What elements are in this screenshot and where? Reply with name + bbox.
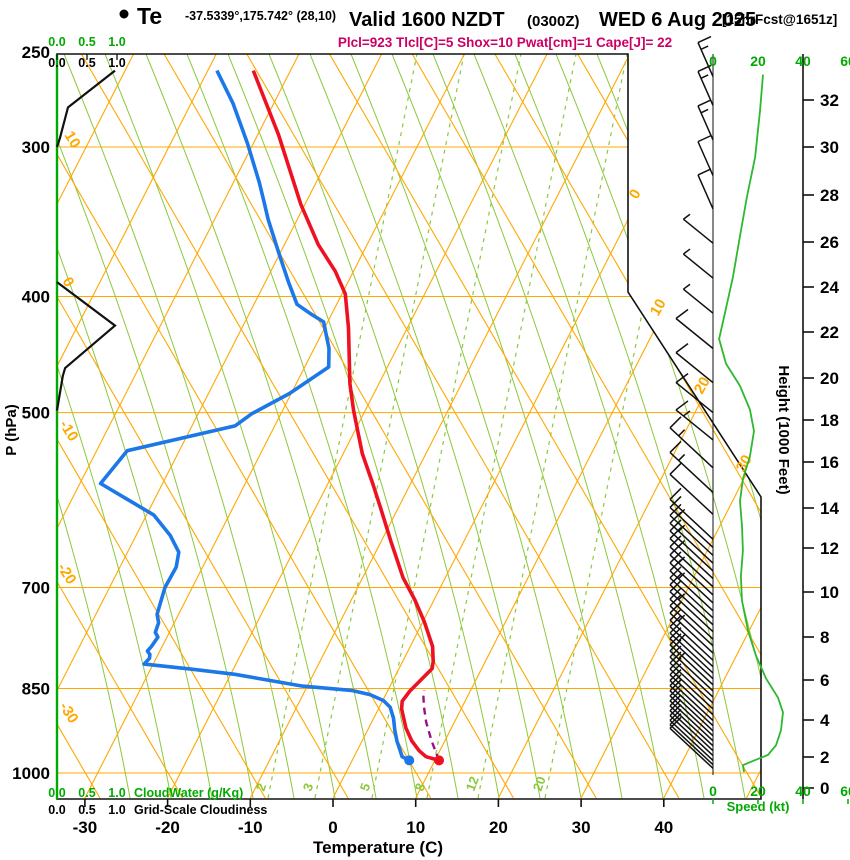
svg-text:0.0: 0.0 xyxy=(48,786,65,800)
svg-text:8: 8 xyxy=(412,781,429,793)
svg-text:20: 20 xyxy=(530,774,549,793)
speed-axis-label: Speed (kt) xyxy=(727,799,790,814)
svg-text:26: 26 xyxy=(820,233,839,252)
height-axis-label: Height (1000 Feet) xyxy=(775,365,792,494)
svg-text:1.0: 1.0 xyxy=(108,786,125,800)
svg-text:0.0: 0.0 xyxy=(48,56,65,70)
temperature-curve xyxy=(251,69,445,766)
moist-adiabat-lines xyxy=(57,54,761,799)
svg-text:0: 0 xyxy=(709,53,717,69)
svg-text:20: 20 xyxy=(750,783,766,799)
svg-text:24: 24 xyxy=(820,278,839,297)
station-name: Te xyxy=(137,3,162,29)
cloudwater-scale: 0.0 0.0 0.0 0.0 0.5 0.5 0.5 0.5 1.0 1.0 1.0 1.0 xyxy=(48,35,125,817)
isotherm-lines xyxy=(57,54,761,799)
svg-text:12: 12 xyxy=(820,539,839,558)
svg-text:1.0: 1.0 xyxy=(108,35,125,49)
svg-text:4: 4 xyxy=(820,711,830,730)
valid-date: WED 6 Aug 2025 xyxy=(599,9,756,31)
svg-text:6: 6 xyxy=(820,671,829,690)
dewpoint-curve xyxy=(98,69,415,766)
svg-text:400: 400 xyxy=(22,288,50,307)
station-coords: -37.5339°,175.742° (28,10) xyxy=(185,9,336,23)
svg-text:0.0: 0.0 xyxy=(48,803,65,817)
svg-text:5: 5 xyxy=(357,781,374,793)
cloudiness-label: Grid-Scale Cloudiness xyxy=(134,803,267,817)
stability-indices: Plcl=923 Tlcl[C]=5 Shox=10 Pwat[cm]=1 Ca… xyxy=(338,35,672,50)
svg-text:500: 500 xyxy=(22,404,50,423)
svg-text:2: 2 xyxy=(820,748,829,767)
svg-text:30: 30 xyxy=(820,138,839,157)
svg-text:-20: -20 xyxy=(155,818,180,837)
svg-text:-30: -30 xyxy=(73,818,98,837)
pressure-gridlines xyxy=(57,146,761,774)
svg-text:10: 10 xyxy=(820,583,839,602)
valid-zulu: (0300Z) xyxy=(527,13,580,30)
svg-text:250: 250 xyxy=(22,43,50,62)
svg-text:20: 20 xyxy=(489,818,508,837)
parcel-ascent-curve xyxy=(422,690,441,761)
svg-text:40: 40 xyxy=(795,53,811,69)
svg-text:1.0: 1.0 xyxy=(108,56,125,70)
station-bullet-icon xyxy=(119,9,129,19)
svg-text:10: 10 xyxy=(647,296,670,319)
svg-text:0.0: 0.0 xyxy=(48,35,65,49)
svg-text:12: 12 xyxy=(463,774,482,793)
speed-scale-ticks: 00202040406060 xyxy=(709,53,850,804)
svg-text:28: 28 xyxy=(820,186,839,205)
svg-text:20: 20 xyxy=(750,53,766,69)
svg-text:850: 850 xyxy=(22,680,50,699)
temperature-axis-ticks: -30 -20 -10 0 10 20 30 40 xyxy=(73,799,673,837)
svg-text:8: 8 xyxy=(820,628,829,647)
svg-text:0.5: 0.5 xyxy=(78,56,95,70)
svg-text:0: 0 xyxy=(59,274,78,290)
svg-text:0.5: 0.5 xyxy=(78,803,95,817)
forecast-hour: [15hrFcst@1651z] xyxy=(722,12,837,27)
svg-text:10: 10 xyxy=(406,818,425,837)
svg-text:-30: -30 xyxy=(56,699,82,726)
svg-text:60: 60 xyxy=(840,53,850,69)
svg-text:60: 60 xyxy=(840,783,850,799)
svg-text:0: 0 xyxy=(709,783,717,799)
svg-text:1.0: 1.0 xyxy=(108,803,125,817)
wind-speed-curve xyxy=(718,74,784,773)
cloudiness-profile xyxy=(55,69,117,411)
svg-text:32: 32 xyxy=(820,91,839,110)
pressure-axis-ticks: 250 300 400 500 700 850 1000 xyxy=(12,43,50,783)
svg-text:14: 14 xyxy=(820,499,839,518)
svg-text:22: 22 xyxy=(820,323,839,342)
temperature-axis-label: Temperature (C) xyxy=(313,838,443,857)
svg-text:1000: 1000 xyxy=(12,764,50,783)
svg-text:0: 0 xyxy=(820,779,829,798)
cloudwater-label: CloudWater (g/Kg) xyxy=(134,786,243,800)
svg-text:2: 2 xyxy=(253,781,270,793)
svg-text:-10: -10 xyxy=(56,417,82,444)
valid-time: Valid 1600 NZDT xyxy=(349,9,505,31)
svg-text:300: 300 xyxy=(22,138,50,157)
pressure-axis-label: P (hPa) xyxy=(3,404,20,455)
svg-text:-10: -10 xyxy=(238,818,263,837)
dry-adiabat-lines xyxy=(57,54,761,799)
svg-text:16: 16 xyxy=(820,453,839,472)
svg-text:20: 20 xyxy=(820,369,839,388)
svg-text:10: 10 xyxy=(61,128,84,151)
svg-text:700: 700 xyxy=(22,579,50,598)
svg-text:18: 18 xyxy=(820,411,839,430)
svg-text:40: 40 xyxy=(795,783,811,799)
svg-text:0.5: 0.5 xyxy=(78,35,95,49)
svg-text:0.5: 0.5 xyxy=(78,786,95,800)
mixing-ratio-value-labels: 2 3 5 8 12 20 xyxy=(253,774,549,793)
mixing-ratio-lines xyxy=(267,54,695,799)
svg-text:0: 0 xyxy=(328,818,337,837)
svg-text:40: 40 xyxy=(654,818,673,837)
svg-text:30: 30 xyxy=(572,818,591,837)
svg-text:20: 20 xyxy=(691,374,714,397)
wind-barbs xyxy=(669,35,714,769)
plot-border xyxy=(56,53,762,800)
svg-text:3: 3 xyxy=(300,781,317,793)
